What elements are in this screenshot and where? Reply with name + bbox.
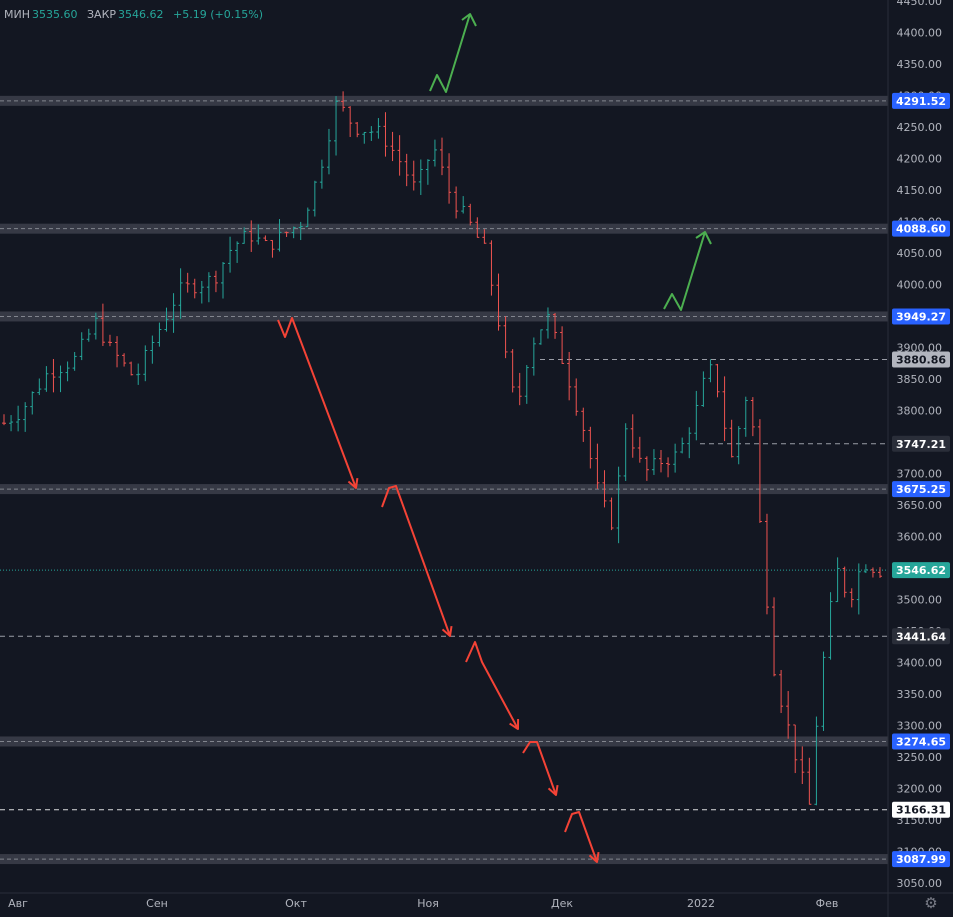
price-tick-label: 4200.00 (897, 153, 943, 166)
level-price-label-bg (892, 733, 950, 750)
level-price-label: 4291.52 (896, 95, 946, 108)
price-tick-label: 3500.00 (897, 594, 943, 607)
level-price-label-bg (892, 351, 950, 368)
red-arrow (522, 741, 557, 796)
price-tick-label: 3600.00 (897, 531, 943, 544)
level-price-label: 4088.60 (896, 223, 946, 236)
green-arrow-head (695, 231, 712, 245)
level-price-label: 3166.31 (896, 804, 946, 817)
level-price-label: 3949.27 (896, 310, 946, 323)
time-tick-label: Фев (816, 897, 839, 910)
red-arrow-head (509, 718, 520, 730)
price-tick-label: 3350.00 (897, 688, 943, 701)
level-price-label: 3274.65 (896, 735, 946, 748)
gear-icon[interactable]: ⚙ (924, 894, 938, 912)
level-price-label-bg (892, 851, 950, 868)
level-price-label-bg (892, 308, 950, 325)
green-arrow-head (461, 13, 477, 27)
close-value: 3546.62 (118, 8, 164, 21)
level-price-label-bg (892, 92, 950, 109)
red-arrow-head (441, 625, 453, 637)
price-tick-label: 3300.00 (897, 720, 943, 733)
time-tick-label: Авг (8, 897, 28, 910)
time-tick-label: Сен (146, 897, 168, 910)
red-arrow-head (547, 784, 559, 796)
level-price-label-bg (892, 801, 950, 818)
last-price-label: 3546.62 (896, 564, 946, 577)
level-price-label-bg (892, 220, 950, 237)
ohlc-legend: МИН 3535.60 ЗАКР 3546.62 +5.19 (+0.15%) (4, 8, 265, 21)
price-tick-label: 4050.00 (897, 247, 943, 260)
green-arrow (429, 13, 471, 93)
price-tick-label: 3850.00 (897, 373, 943, 386)
price-tick-label: 4400.00 (897, 27, 943, 40)
green-arrow (663, 231, 706, 311)
red-arrow (277, 317, 357, 489)
time-tick-label: 2022 (687, 897, 715, 910)
level-price-label: 3747.21 (896, 438, 946, 451)
level-price-label: 3441.64 (896, 630, 946, 643)
projection-arrows (277, 13, 712, 863)
red-arrow (564, 811, 598, 863)
red-arrow-head (347, 477, 359, 489)
red-arrow (381, 485, 451, 637)
level-price-label-bg (892, 481, 950, 498)
price-tick-label: 3200.00 (897, 783, 943, 796)
level-price-label-bg (892, 435, 950, 452)
time-tick-label: Дек (551, 897, 573, 910)
level-price-label-bg (892, 628, 950, 645)
ohlc-bars (2, 91, 882, 806)
price-axis: 3050.003100.003150.003200.003250.003300.… (887, 0, 950, 917)
price-tick-label: 4150.00 (897, 184, 943, 197)
low-value: 3535.60 (32, 8, 78, 21)
time-tick-label: Окт (285, 897, 307, 910)
price-tick-label: 4350.00 (897, 58, 943, 71)
level-price-label: 3675.25 (896, 483, 946, 496)
level-price-label: 3087.99 (896, 853, 946, 866)
price-tick-label: 3400.00 (897, 657, 943, 670)
price-tick-label: 4450.00 (897, 0, 943, 8)
close-label: ЗАКР (87, 8, 117, 21)
change-value: +5.19 (+0.15%) (173, 8, 263, 21)
price-tick-label: 3050.00 (897, 877, 943, 890)
price-tick-label: 3700.00 (897, 468, 943, 481)
price-tick-label: 3800.00 (897, 405, 943, 418)
low-label: МИН (4, 8, 30, 21)
level-bands (0, 95, 888, 865)
price-tick-label: 4250.00 (897, 121, 943, 134)
price-tick-label: 3250.00 (897, 751, 943, 764)
last-price-label-bg (892, 562, 950, 579)
time-axis: Авг Сен Окт Ноя Дек 2022 Фев (0, 892, 953, 910)
price-tick-label: 3900.00 (897, 342, 943, 355)
price-tick-label: 3650.00 (897, 499, 943, 512)
level-price-label: 3880.86 (896, 354, 946, 367)
time-tick-label: Ноя (417, 897, 439, 910)
red-arrow-head (588, 851, 600, 863)
price-tick-label: 4000.00 (897, 279, 943, 292)
red-arrow (465, 641, 519, 730)
